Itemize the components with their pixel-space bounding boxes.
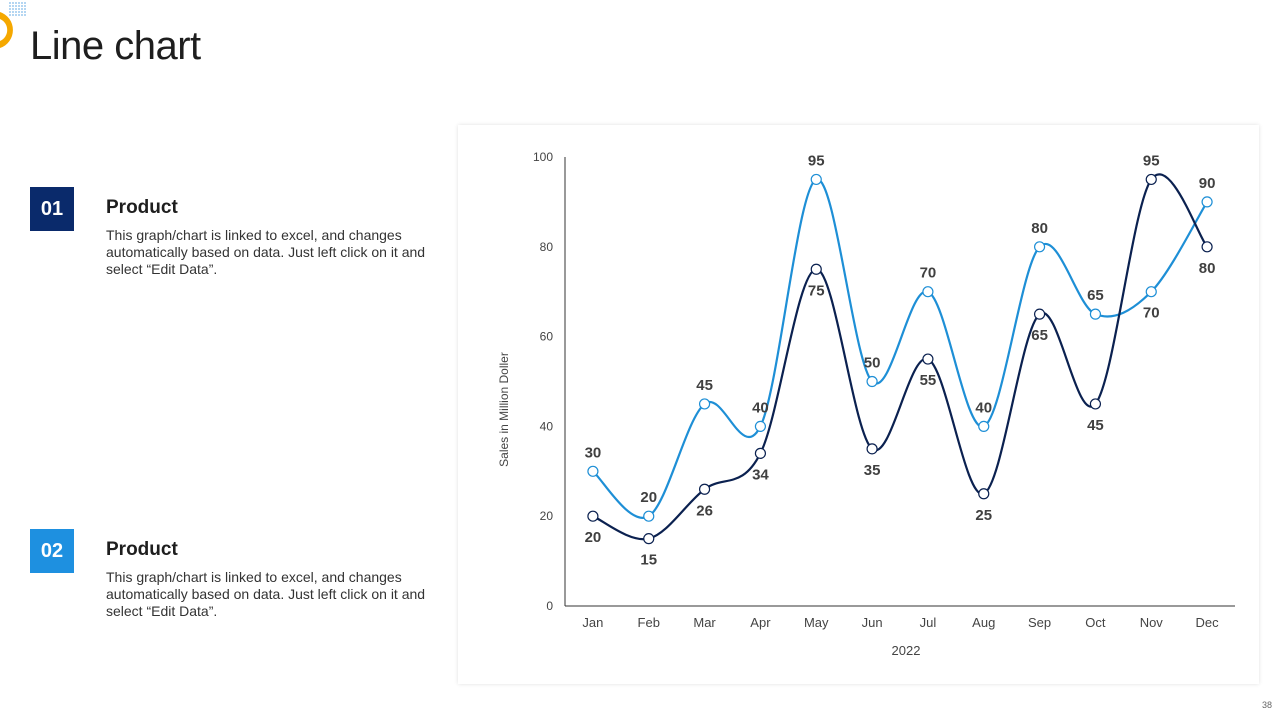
data-point (1033, 308, 1046, 320)
data-label: 35 (864, 462, 881, 479)
x-tick-label: Dec (1196, 615, 1220, 630)
series-line-2 (592, 173, 1208, 541)
item-number-badge: 02 (30, 529, 74, 573)
data-point (754, 447, 767, 459)
item-description: This graph/chart is linked to excel, and… (106, 227, 426, 277)
y-tick-label: 80 (540, 240, 554, 254)
y-tick-label: 100 (533, 150, 553, 164)
logo-decoration (0, 2, 26, 48)
data-point (1201, 196, 1213, 208)
data-label: 65 (1087, 287, 1104, 304)
series-line-1 (592, 178, 1209, 519)
data-label: 70 (920, 265, 937, 282)
data-label: 34 (752, 466, 769, 483)
item-title: Product (106, 539, 178, 560)
data-point (698, 398, 711, 410)
data-point (922, 286, 934, 298)
data-label: 20 (585, 529, 602, 546)
page-title: Line chart (30, 24, 201, 68)
data-label: 15 (640, 552, 657, 569)
data-label: 40 (752, 399, 769, 416)
data-label: 25 (975, 507, 992, 524)
accent-ring-decoration (0, 12, 13, 48)
data-point (810, 173, 822, 186)
data-point (587, 510, 599, 522)
data-point (1033, 241, 1046, 253)
x-tick-label: Apr (750, 615, 771, 630)
data-label: 45 (1087, 417, 1104, 434)
y-tick-label: 60 (540, 330, 554, 344)
data-point (1089, 308, 1102, 320)
data-label: 50 (864, 355, 881, 372)
x-tick-label: Feb (638, 615, 660, 630)
item-title: Product (106, 197, 178, 218)
data-point (1145, 286, 1157, 298)
chart-panel[interactable]: 0 20 40 60 80 100 Jan Feb Mar Apr May Jun Jul Aug Sep O… (458, 125, 1259, 684)
data-point (1145, 173, 1157, 186)
line-chart[interactable]: 0 20 40 60 80 100 Jan Feb Mar Apr May Jun Jul Aug Sep O… (458, 125, 1259, 684)
data-label: 80 (1031, 220, 1048, 237)
data-label: 26 (696, 502, 713, 519)
data-point (866, 375, 878, 388)
data-label: 80 (1199, 260, 1216, 277)
x-axis-title: 2022 (892, 643, 921, 658)
item-description: This graph/chart is linked to excel, and… (106, 569, 426, 619)
x-tick-label: Sep (1028, 615, 1051, 630)
data-point (810, 263, 822, 275)
y-tick-label: 40 (540, 419, 554, 433)
data-label: 95 (808, 152, 825, 169)
item-number-badge: 01 (30, 187, 74, 231)
x-tick-label: May (804, 615, 829, 630)
x-tick-label: Mar (693, 615, 716, 630)
dot-pattern-decoration (9, 2, 26, 16)
data-point (754, 420, 767, 432)
data-point (1089, 398, 1102, 410)
y-tick-label: 0 (546, 599, 553, 613)
x-tick-label: Oct (1085, 615, 1106, 630)
data-label: 45 (696, 377, 713, 394)
x-tick-label: Jan (582, 615, 603, 630)
x-tick-label: Aug (972, 615, 995, 630)
data-label: 70 (1143, 305, 1160, 322)
data-point (587, 465, 599, 477)
x-tick-label: Jun (862, 615, 883, 630)
data-point (866, 443, 878, 455)
data-point (922, 353, 934, 365)
x-tick-label: Jul (920, 615, 937, 630)
data-label: 55 (920, 372, 937, 389)
data-point (698, 483, 711, 495)
data-label: 65 (1031, 327, 1048, 344)
y-tick-label: 20 (540, 509, 554, 523)
data-point (978, 420, 990, 432)
x-tick-label: Nov (1140, 615, 1164, 630)
data-point (643, 533, 655, 545)
data-label: 20 (640, 489, 657, 506)
data-label: 95 (1143, 152, 1160, 169)
y-axis-title: Sales in Million Doller (497, 352, 511, 467)
data-point (643, 510, 655, 522)
data-label: 90 (1199, 175, 1216, 192)
page-number: 38 (1261, 700, 1272, 710)
data-label: 40 (975, 399, 992, 416)
data-label: 30 (585, 444, 602, 461)
data-label: 75 (808, 282, 825, 299)
data-point (1201, 241, 1213, 253)
data-point (978, 488, 990, 500)
